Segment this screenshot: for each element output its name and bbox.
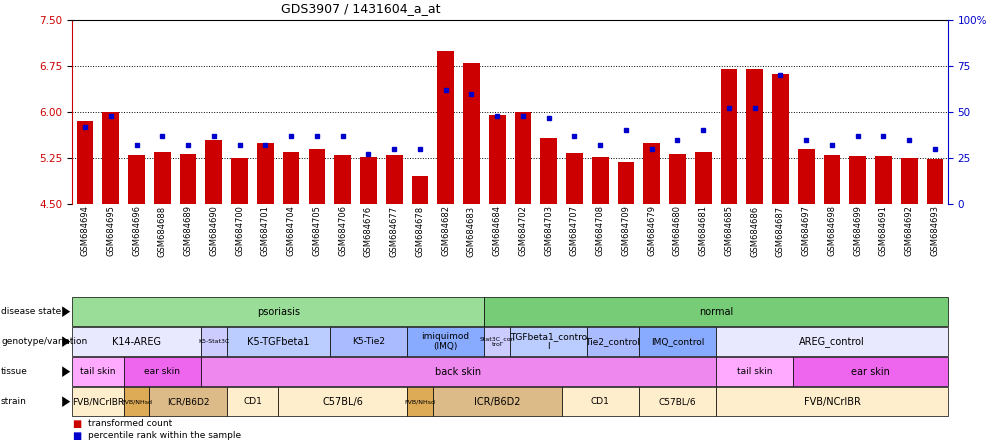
- Bar: [617, 163, 633, 204]
- Text: percentile rank within the sample: percentile rank within the sample: [88, 431, 241, 440]
- Text: psoriasis: psoriasis: [257, 307, 300, 317]
- Text: tail skin: tail skin: [80, 367, 115, 376]
- Bar: [102, 112, 119, 204]
- Bar: [128, 155, 145, 204]
- Text: C57BL/6: C57BL/6: [658, 397, 695, 406]
- Text: TGFbeta1_contro
l: TGFbeta1_contro l: [510, 332, 586, 351]
- Bar: [231, 158, 247, 204]
- Bar: [463, 63, 479, 204]
- Bar: [694, 152, 710, 204]
- Text: tissue: tissue: [1, 367, 28, 376]
- Text: transformed count: transformed count: [88, 419, 172, 428]
- Text: normal: normal: [698, 307, 732, 317]
- Text: C57BL/6: C57BL/6: [322, 396, 363, 407]
- Bar: [591, 157, 608, 204]
- Text: ear skin: ear skin: [144, 367, 180, 376]
- Text: GDS3907 / 1431604_a_at: GDS3907 / 1431604_a_at: [282, 3, 441, 16]
- Text: K5-Stat3C: K5-Stat3C: [198, 339, 229, 344]
- Text: Stat3C_con
trol: Stat3C_con trol: [479, 336, 514, 347]
- Text: strain: strain: [1, 397, 27, 406]
- Text: K5-TGFbeta1: K5-TGFbeta1: [246, 337, 310, 347]
- Text: ICR/B6D2: ICR/B6D2: [473, 396, 520, 407]
- Bar: [360, 157, 377, 204]
- Text: AREG_control: AREG_control: [799, 336, 864, 347]
- Text: genotype/variation: genotype/variation: [1, 337, 87, 346]
- Bar: [926, 159, 943, 204]
- Bar: [565, 153, 582, 204]
- Text: ■: ■: [72, 431, 81, 440]
- Text: CD1: CD1: [242, 397, 262, 406]
- Bar: [309, 149, 325, 204]
- Bar: [900, 158, 917, 204]
- Bar: [719, 69, 736, 204]
- Text: ICR/B6D2: ICR/B6D2: [166, 397, 209, 406]
- Text: Tie2_control: Tie2_control: [585, 337, 640, 346]
- Text: disease state: disease state: [1, 307, 61, 316]
- Bar: [386, 155, 402, 204]
- Text: CD1: CD1: [590, 397, 609, 406]
- Bar: [642, 143, 659, 204]
- Text: FVB/NCrIBR: FVB/NCrIBR: [803, 396, 860, 407]
- Text: back skin: back skin: [435, 367, 481, 377]
- Bar: [797, 149, 814, 204]
- Bar: [154, 152, 170, 204]
- Text: ■: ■: [72, 419, 81, 429]
- Bar: [488, 115, 505, 204]
- Bar: [205, 139, 222, 204]
- Text: tail skin: tail skin: [736, 367, 772, 376]
- Bar: [411, 176, 428, 204]
- Bar: [772, 74, 788, 204]
- Text: FVB/NHsd: FVB/NHsd: [121, 399, 152, 404]
- Text: FVB/NHsd: FVB/NHsd: [404, 399, 435, 404]
- Bar: [76, 121, 93, 204]
- Text: IMQ_control: IMQ_control: [650, 337, 703, 346]
- Text: K14-AREG: K14-AREG: [112, 337, 161, 347]
- Bar: [849, 156, 865, 204]
- Text: ear skin: ear skin: [851, 367, 889, 377]
- Text: FVB/NCrIBR: FVB/NCrIBR: [72, 397, 124, 406]
- Bar: [437, 51, 454, 204]
- Bar: [745, 69, 763, 204]
- Text: imiquimod
(IMQ): imiquimod (IMQ): [421, 332, 469, 351]
- Bar: [514, 112, 531, 204]
- Bar: [823, 155, 840, 204]
- Bar: [334, 155, 351, 204]
- Bar: [283, 152, 300, 204]
- Bar: [257, 143, 274, 204]
- Bar: [179, 154, 196, 204]
- Bar: [540, 138, 556, 204]
- Bar: [874, 156, 891, 204]
- Bar: [668, 154, 685, 204]
- Text: K5-Tie2: K5-Tie2: [352, 337, 385, 346]
